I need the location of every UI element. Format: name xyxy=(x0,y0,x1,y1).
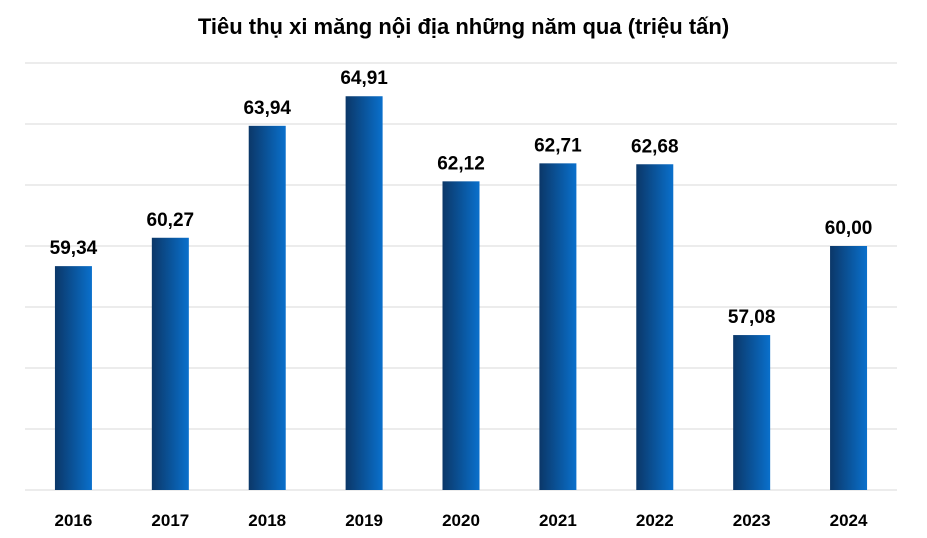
data-label-2021: 62,71 xyxy=(534,135,582,156)
data-label-2024: 60,00 xyxy=(825,218,873,239)
chart-title: Tiêu thụ xi măng nội địa những năm qua (… xyxy=(197,14,730,39)
bar-2021 xyxy=(539,163,577,490)
bar-2016 xyxy=(54,266,92,490)
bar-2024 xyxy=(830,246,868,490)
x-tick-2020: 2020 xyxy=(442,511,480,530)
data-label-2018: 63,94 xyxy=(243,98,291,119)
bar-2019 xyxy=(345,96,383,491)
bar-2022 xyxy=(636,164,674,490)
bar-2017 xyxy=(151,237,189,490)
x-tick-2016: 2016 xyxy=(55,511,93,530)
x-tick-2022: 2022 xyxy=(636,511,674,530)
x-tick-2023: 2023 xyxy=(733,511,771,530)
bar-2020 xyxy=(442,181,480,490)
data-label-2023: 57,08 xyxy=(728,307,776,328)
x-tick-2018: 2018 xyxy=(248,511,286,530)
bar-2018 xyxy=(248,125,286,490)
data-label-2016: 59,34 xyxy=(50,238,98,259)
data-label-2019: 64,91 xyxy=(340,68,388,89)
bar-2023 xyxy=(733,335,771,490)
data-label-2017: 60,27 xyxy=(147,210,195,231)
x-tick-2021: 2021 xyxy=(539,511,577,530)
data-label-2020: 62,12 xyxy=(437,153,485,174)
data-label-2022: 62,68 xyxy=(631,136,679,157)
x-tick-2019: 2019 xyxy=(345,511,383,530)
x-tick-2024: 2024 xyxy=(830,511,868,530)
x-tick-2017: 2017 xyxy=(151,511,189,530)
